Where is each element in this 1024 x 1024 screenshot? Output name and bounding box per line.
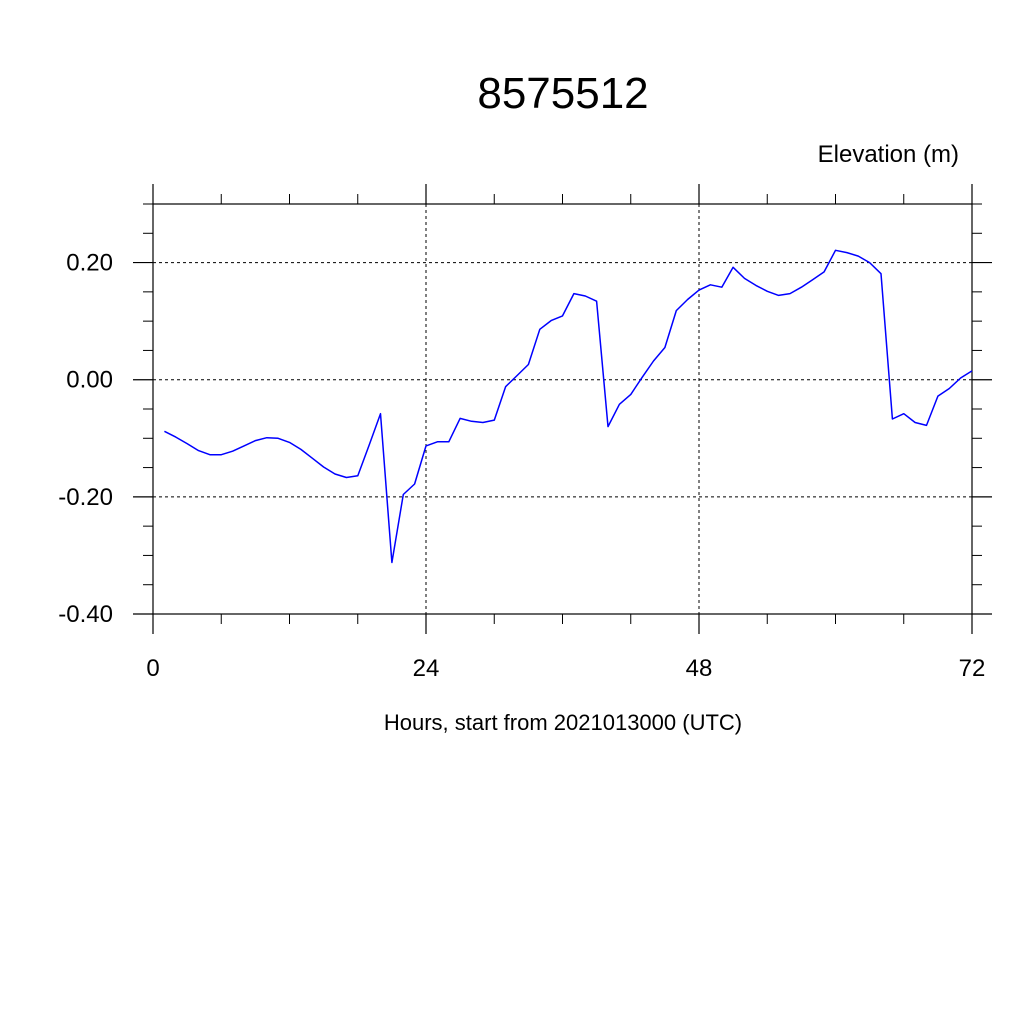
- x-axis-label: Hours, start from 2021013000 (UTC): [384, 710, 742, 735]
- y-tick-label: -0.20: [58, 484, 113, 511]
- series-layer: [164, 249, 973, 564]
- x-tick-label: 72: [959, 655, 986, 682]
- grid-lines: [153, 204, 972, 614]
- chart-title: 8575512: [477, 69, 648, 118]
- y-tick-label: 0.00: [66, 367, 113, 394]
- x-tick-label: 48: [686, 655, 713, 682]
- tick-labels: 0 24 48 72 0.20 0.00 -0.20 -0.40: [58, 250, 985, 682]
- y-tick-label: 0.20: [66, 250, 113, 277]
- x-tick-label: 0: [146, 655, 159, 682]
- plot-frame: [152, 203, 973, 615]
- x-tick-label: 24: [413, 655, 440, 682]
- series-line: [164, 249, 973, 564]
- y-tick-label: -0.40: [58, 601, 113, 628]
- y-axis-label: Elevation (m): [818, 141, 959, 168]
- axis-ticks: [133, 184, 992, 634]
